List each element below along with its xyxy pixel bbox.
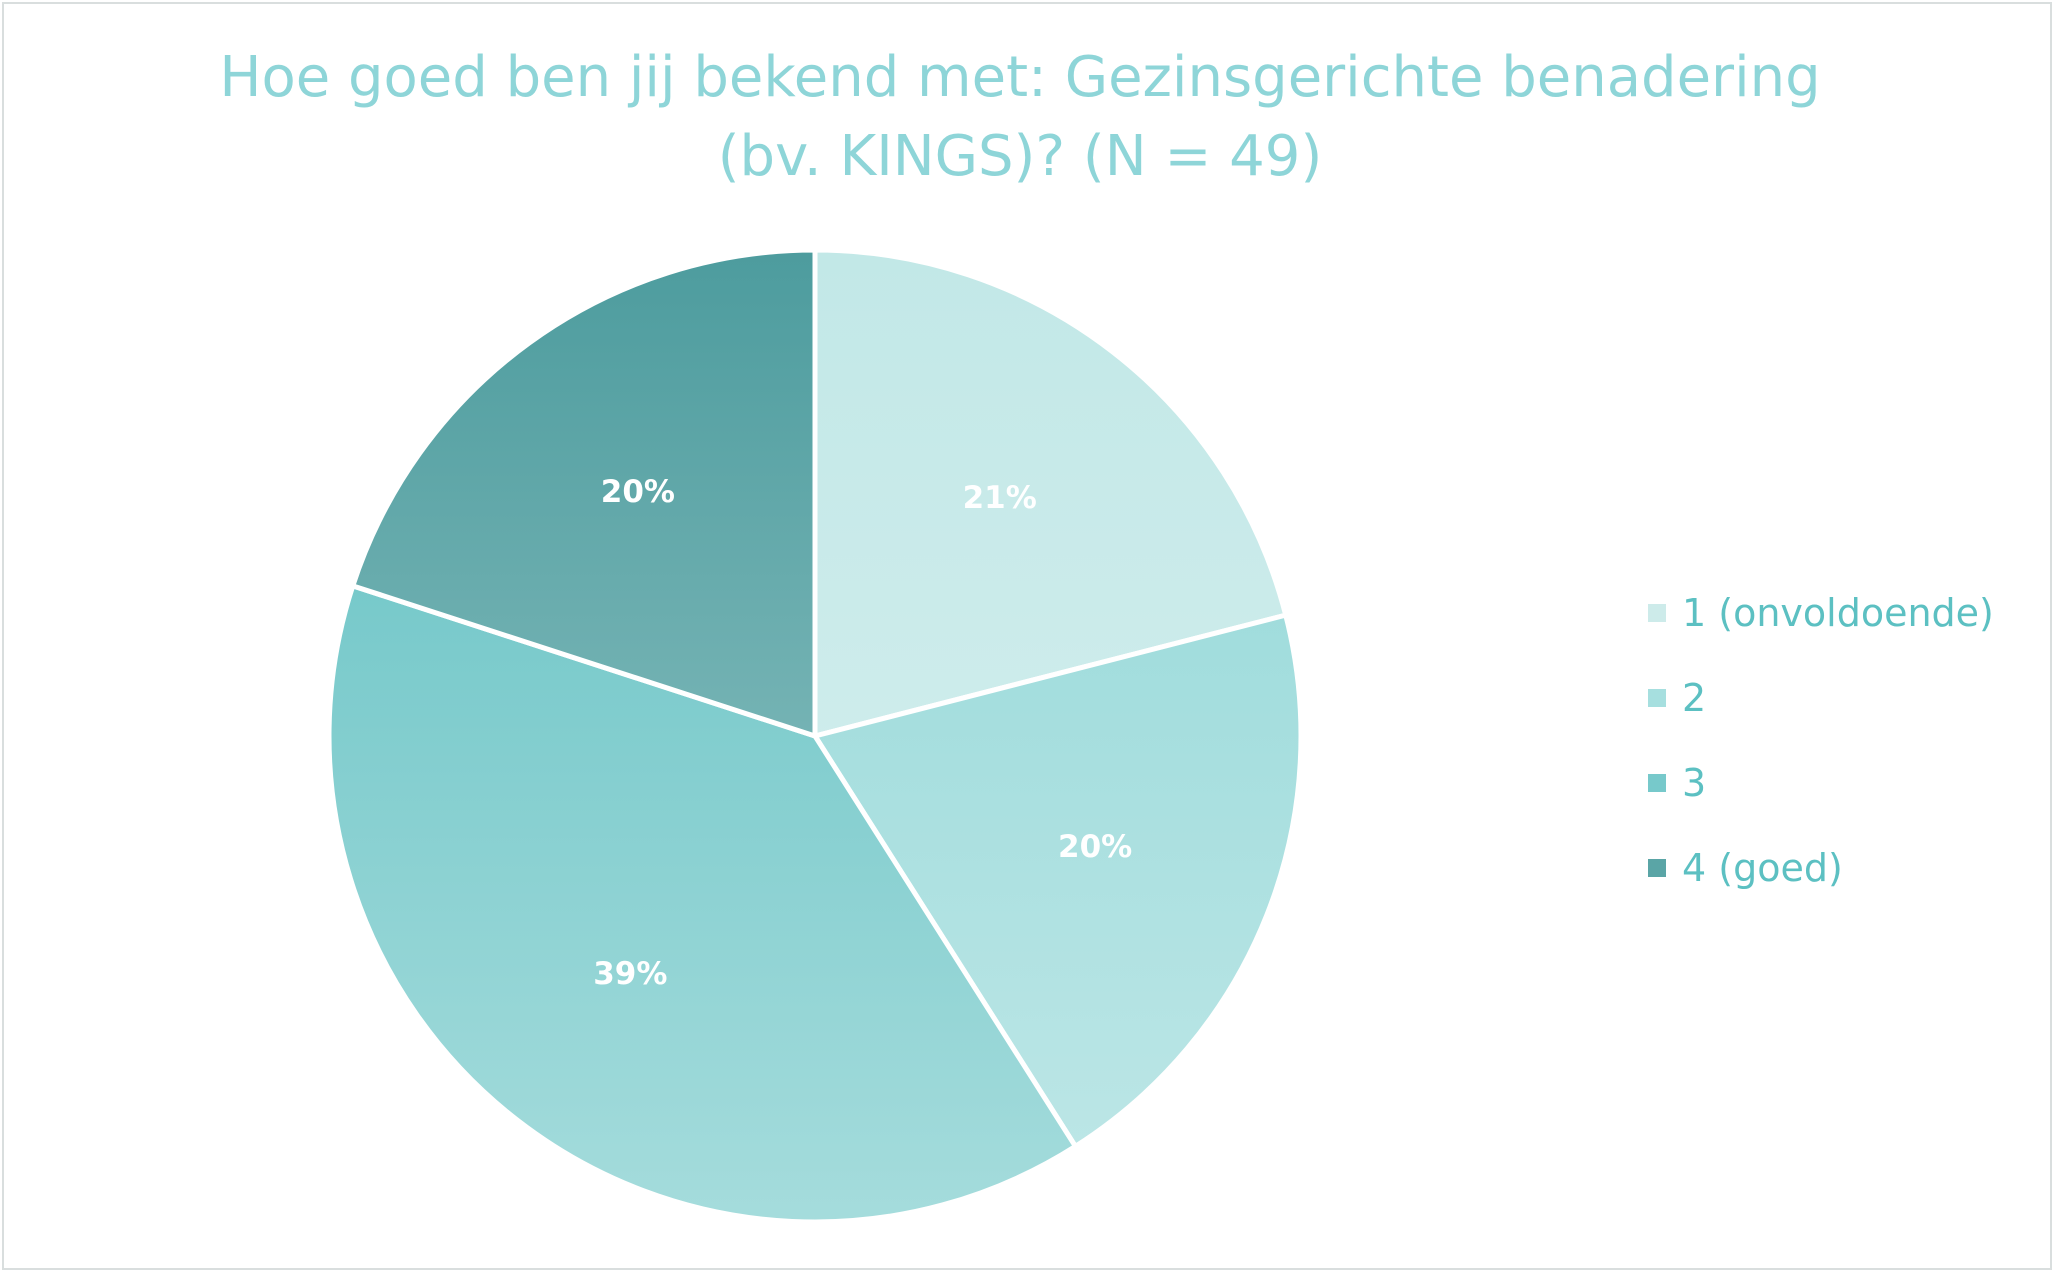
legend-item-3: 3 xyxy=(1648,740,2048,825)
legend-label-1: 1 (onvoldoende) xyxy=(1682,590,1994,635)
pie-slices xyxy=(326,247,1304,1225)
pie-data-labels: 21% 20% 39% 20% xyxy=(593,474,1132,992)
chart-title: Hoe goed ben jij bekend met: Gezinsgeric… xyxy=(219,45,1821,189)
pie-slice-1 xyxy=(812,247,1289,739)
legend-swatch-1 xyxy=(1648,603,1666,622)
legend-swatch-4 xyxy=(1648,858,1666,877)
data-label-slice-4: 20% xyxy=(601,474,675,510)
pie-slice-3 xyxy=(326,583,1078,1225)
pie-slice-4 xyxy=(350,247,818,739)
legend-swatch-2 xyxy=(1648,688,1666,707)
legend-swatch-3 xyxy=(1648,773,1666,792)
legend-item-1: 1 (onvoldoende) xyxy=(1648,570,2048,655)
data-label-slice-3: 39% xyxy=(593,956,667,992)
legend: 1 (onvoldoende) 2 3 4 (goed) xyxy=(1648,570,2048,910)
legend-label-3: 3 xyxy=(1682,760,1707,805)
pie-slice-2 xyxy=(812,612,1304,1149)
legend-item-2: 2 xyxy=(1648,655,2048,740)
legend-label-2: 2 xyxy=(1682,675,1707,720)
legend-item-4: 4 (goed) xyxy=(1648,825,2048,910)
data-label-slice-2: 20% xyxy=(1058,829,1132,865)
data-label-slice-1: 21% xyxy=(963,480,1037,516)
legend-label-4: 4 (goed) xyxy=(1682,845,1843,890)
